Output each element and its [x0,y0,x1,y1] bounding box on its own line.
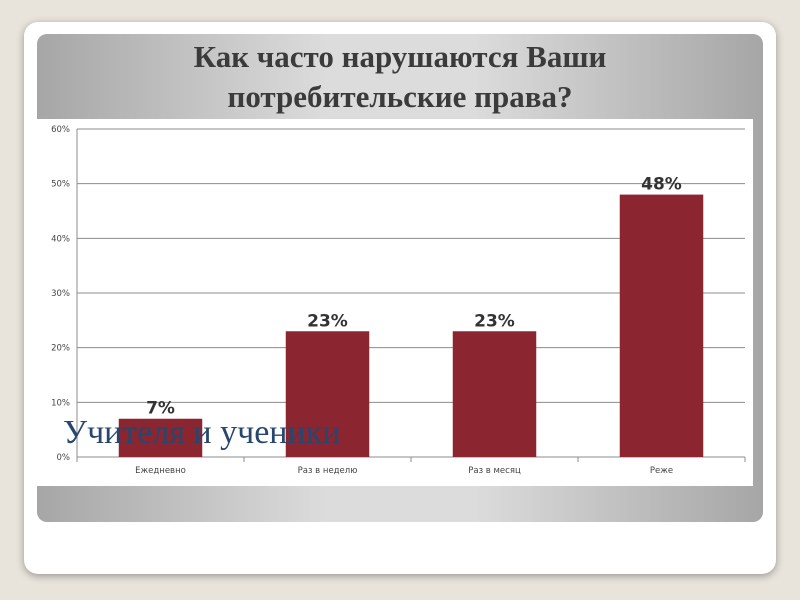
bar-data-label: 23% [474,311,515,331]
overlay-caption: Учителя и ученики [63,414,341,451]
x-category-label: Раз в неделю [298,466,358,476]
x-category-label: Реже [650,466,673,476]
y-tick-label: 40% [51,234,70,244]
slide-title: Как часто нарушаются Ваши потребительски… [37,34,763,120]
y-tick-label: 30% [51,289,70,299]
y-tick-label: 10% [51,398,70,408]
bar-data-label: 23% [307,311,348,331]
chart-area: 0% 10% 20% 30% 40% 50% 60% 7% Ежедневно 23% Раз в … [37,119,753,486]
bar-chart: 0% 10% 20% 30% 40% 50% 60% 7% Ежедневно 23% Раз в … [51,125,746,476]
y-tick-label: 60% [51,125,70,135]
bar [619,194,704,457]
y-tick-label: 0% [57,453,71,463]
title-line-2: потребительские права? [227,79,573,114]
y-tick-label: 20% [51,344,70,354]
title-line-1: Как часто нарушаются Ваши [193,39,607,74]
bar [285,331,370,457]
y-tick-label: 50% [51,180,70,190]
x-category-label: Ежедневно [135,466,186,476]
bar [118,418,203,457]
bar-data-label: 7% [146,399,175,419]
x-category-label: Раз в месяц [468,466,521,476]
bar [452,331,537,457]
bar-data-label: 48% [641,175,682,195]
